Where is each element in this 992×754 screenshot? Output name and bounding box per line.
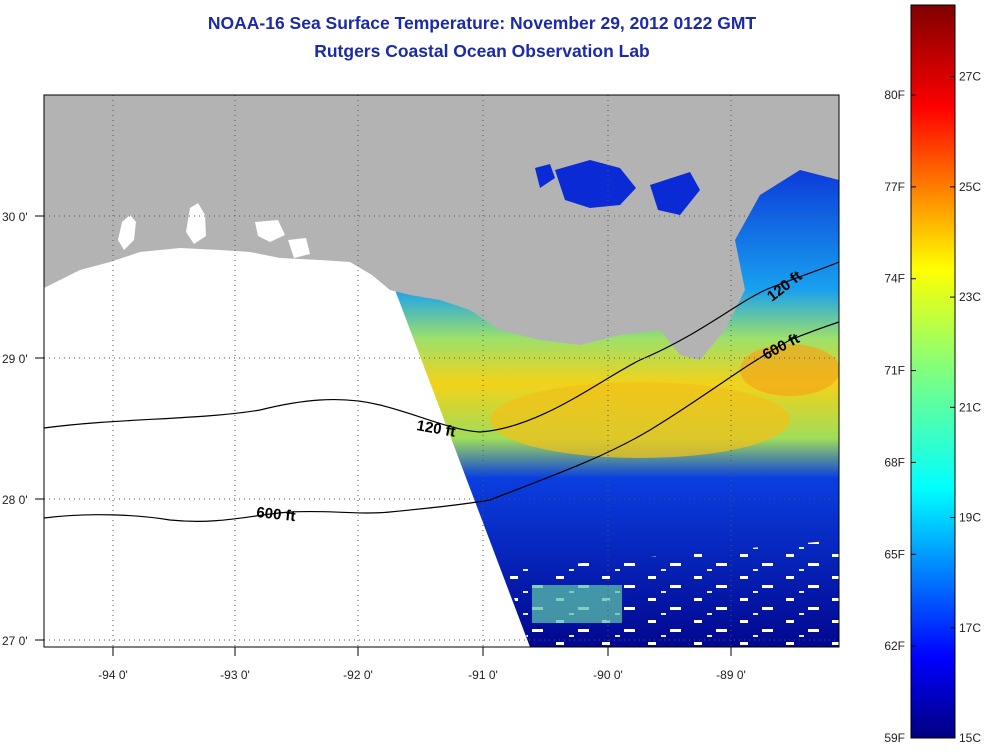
contour-600ft: [44, 321, 839, 522]
lon-tick-label: -89 0': [716, 668, 746, 682]
map-title: NOAA-16 Sea Surface Temperature: Novembe…: [207, 13, 757, 33]
lat-tick-label: 27 0': [2, 634, 28, 648]
contour-120ft: [44, 261, 839, 433]
colorbar-celsius-labels: 27C 25C 23C 21C 19C 17C 15C: [959, 70, 981, 745]
warm-band-east: [740, 344, 839, 396]
land-coastline: [44, 95, 839, 360]
colorbar-f-label: 71F: [884, 364, 905, 378]
colorbar-c-label: 17C: [959, 621, 981, 635]
lon-tick-label: -90 0': [593, 668, 623, 682]
lon-tick-label: -92 0': [343, 668, 373, 682]
map-frame: [43, 94, 840, 648]
lat-tick-label: 30 0': [2, 210, 28, 224]
warm-patch-south: [532, 585, 622, 623]
colorbar-f-label: 59F: [884, 731, 905, 745]
colorbar-f-label: 62F: [884, 639, 905, 653]
inland-lake: [186, 203, 206, 244]
contour-label-600ft-west: 600 ft: [256, 504, 297, 525]
colorbar-f-label: 74F: [884, 272, 905, 286]
colorbar-f-label: 80F: [884, 88, 905, 102]
inland-lake: [288, 238, 310, 258]
colorbar-c-label: 27C: [959, 70, 981, 84]
lat-tick-label: 29 0': [2, 352, 28, 366]
colorbar-c-label: 15C: [959, 731, 981, 745]
inland-bay: [535, 164, 555, 188]
map-grid: [44, 95, 839, 647]
lat-tick-label: 28 0': [2, 493, 28, 507]
colorbar-ticks: [911, 76, 955, 739]
inland-lake: [118, 215, 136, 250]
lon-tick-label: -94 0': [98, 668, 128, 682]
colorbar: [910, 4, 956, 739]
lon-tick-label: -91 0': [468, 668, 498, 682]
colorbar-f-label: 68F: [884, 455, 905, 469]
lon-tick-label: -93 0': [220, 668, 250, 682]
inland-bay: [555, 160, 636, 208]
inland-lake: [255, 220, 285, 242]
colorbar-f-label: 77F: [884, 180, 905, 194]
contour-label-120ft-west: 120 ft: [415, 417, 457, 441]
colorbar-c-label: 23C: [959, 290, 981, 304]
warm-band: [490, 382, 790, 458]
colorbar-c-label: 25C: [959, 180, 981, 194]
colorbar-fahrenheit-labels: 80F 77F 74F 71F 68F 65F 62F 59F: [884, 88, 905, 745]
colorbar-c-label: 21C: [959, 400, 981, 414]
inland-bay: [650, 172, 700, 215]
colorbar-c-label: 19C: [959, 511, 981, 525]
colorbar-f-label: 65F: [884, 547, 905, 561]
map-subtitle: Rutgers Coastal Ocean Observation Lab: [314, 41, 650, 61]
axis-ticks: [35, 215, 732, 656]
